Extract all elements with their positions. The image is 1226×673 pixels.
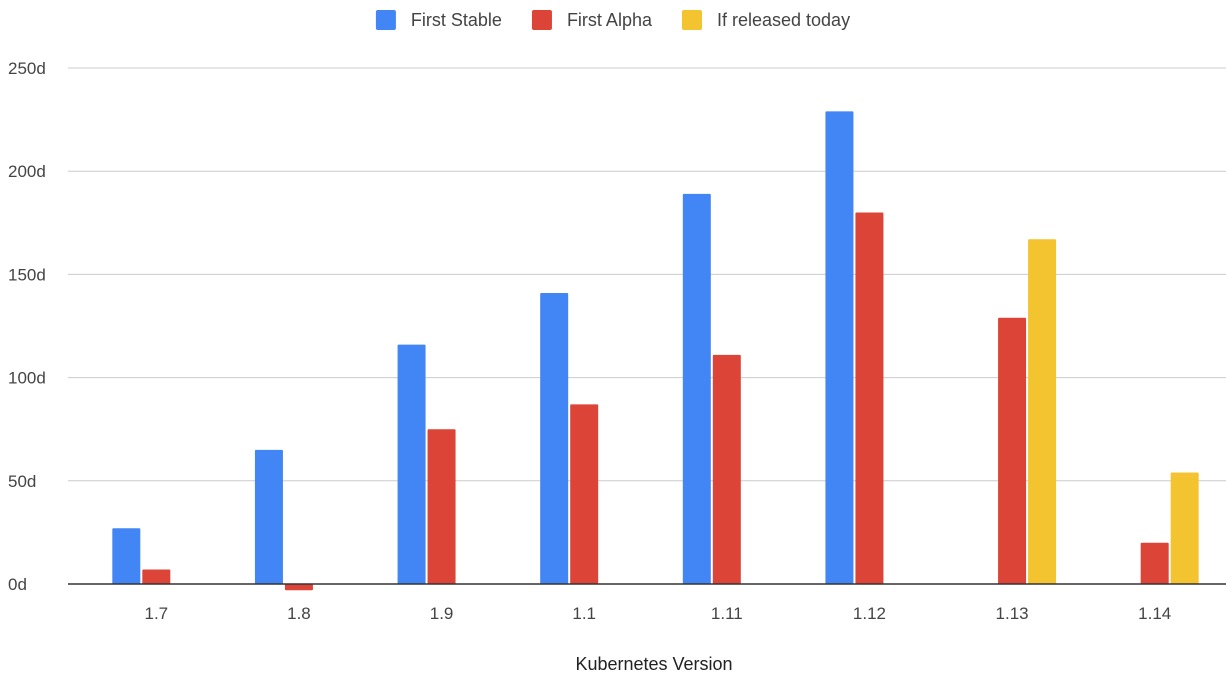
legend: First Stable First Alpha If released today [375, 10, 850, 30]
x-tick-label: 1.7 [144, 604, 168, 623]
bar-first-alpha-1-14 [1140, 542, 1169, 584]
x-tick-label: 1.9 [430, 604, 454, 623]
bar-first-alpha-1-12 [855, 212, 884, 585]
x-axis-title: Kubernetes Version [575, 654, 732, 673]
bar-first-stable-1-12 [825, 111, 854, 585]
legend-swatch [531, 10, 552, 30]
bar-first-stable-1-7 [112, 528, 141, 584]
y-tick-label: 200d [8, 162, 46, 181]
y-tick-label: 100d [8, 369, 46, 388]
x-tick-label: 1.13 [996, 604, 1029, 623]
bar-first-alpha-1-13 [998, 317, 1027, 584]
x-tick-label: 1.11 [711, 604, 743, 623]
bar-first-stable-1-1 [540, 292, 569, 584]
bar-first-alpha-1-11 [712, 354, 741, 584]
y-tick-label: 150d [8, 265, 46, 284]
bar-first-alpha-1-7 [142, 569, 171, 584]
bar-if-released-today-1-13 [1028, 239, 1057, 584]
y-tick-label: 250d [8, 59, 46, 78]
bar-first-stable-1-11 [682, 193, 711, 585]
bar-first-alpha-1-1 [570, 404, 599, 584]
legend-swatch [681, 10, 702, 30]
y-axis-ticks: 0d 50d 100d 150d 200d 250d [8, 59, 46, 594]
x-tick-label: 1.12 [853, 604, 886, 623]
bar-first-alpha-1-8 [284, 584, 313, 591]
x-tick-label: 1.8 [287, 604, 311, 623]
bar-first-alpha-1-9 [427, 429, 456, 584]
legend-swatch [375, 10, 396, 30]
bar-if-released-today-1-14 [1170, 472, 1199, 584]
legend-label: First Alpha [567, 10, 653, 30]
x-tick-label: 1.1 [572, 604, 596, 623]
bar-first-stable-1-8 [254, 449, 283, 584]
y-tick-label: 0d [8, 575, 27, 594]
bar-first-stable-1-9 [397, 344, 426, 584]
bars [112, 111, 1199, 591]
y-tick-label: 50d [8, 472, 36, 491]
x-tick-label: 1.14 [1138, 604, 1171, 623]
legend-label: First Stable [411, 10, 502, 30]
x-axis-ticks: 1.7 1.8 1.9 1.1 1.11 1.12 1.13 1.14 [144, 604, 1171, 623]
legend-label: If released today [717, 10, 850, 30]
